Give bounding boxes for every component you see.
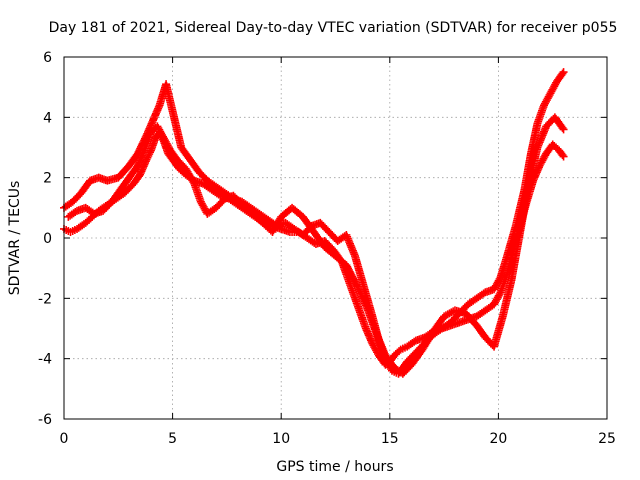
y-tick-label: -4 — [38, 352, 52, 368]
data-point — [559, 68, 568, 77]
x-tick-label: 5 — [168, 431, 177, 447]
y-tick-label: 4 — [43, 110, 52, 126]
series-track-b — [60, 68, 568, 378]
x-axis-title: GPS time / hours — [276, 459, 393, 475]
data-point — [559, 152, 568, 161]
y-axis-title: SDTVAR / TECUs — [7, 181, 23, 296]
y-tick-label: 6 — [43, 50, 52, 66]
x-tick-label: 20 — [489, 431, 507, 447]
x-tick-label: 0 — [60, 431, 69, 447]
x-tick-label: 25 — [598, 431, 616, 447]
data-point — [559, 125, 568, 134]
data-points — [60, 68, 568, 378]
plot-frame — [63, 56, 608, 420]
chart-title: Day 181 of 2021, Sidereal Day-to-day VTE… — [49, 20, 618, 36]
x-tick-label: 15 — [381, 431, 399, 447]
y-tick-label: 2 — [43, 171, 52, 187]
x-tick-label: 10 — [272, 431, 290, 447]
y-tick-label: -2 — [38, 291, 52, 307]
y-tick-label: 0 — [43, 231, 52, 247]
series-track-c — [64, 113, 568, 378]
axis-ticks: 0 5 10 15 20 25 -6 -4 -2 0 2 4 6 — [38, 50, 616, 447]
y-tick-label: -6 — [38, 412, 52, 428]
